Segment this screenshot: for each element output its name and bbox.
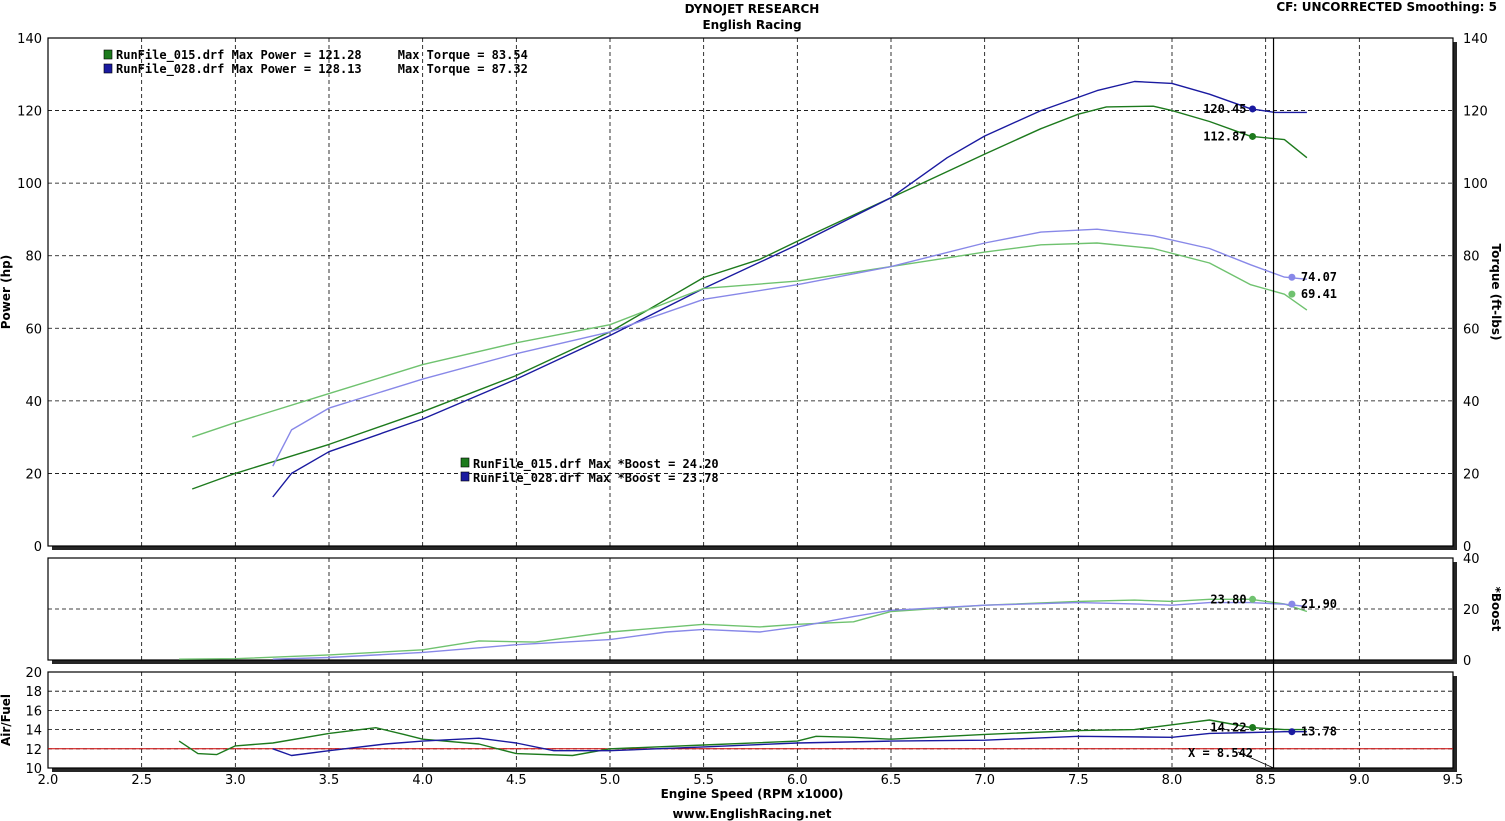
x-tick-label: 8.5 [1255,773,1276,788]
afr-y-tick: 18 [25,685,42,700]
x-tick-label: 2.0 [38,773,59,788]
torque-y-tick: 0 [1463,540,1471,555]
afr-line-run015 [178,719,1307,757]
x-tick-label: 7.0 [974,773,995,788]
boost-y-tick: 40 [1463,552,1480,567]
x-tick-label: 3.5 [319,773,340,788]
power-value-label: 120.45 [1203,102,1246,116]
value-label-layer: 120.45 112.87 74.07 69.41 23.80 21.90 14.22 13.… [1203,102,1337,739]
chart-title: DYNOJET RESEARCH [685,2,820,16]
x-axis-label: Engine Speed (RPM x1000) [661,787,844,801]
power-y-tick: 20 [25,467,42,482]
power-value-marker [1288,290,1296,298]
x-tick-label: 8.0 [1162,773,1183,788]
torque-y-tick: 60 [1463,322,1480,337]
grid-lines [48,38,1453,768]
afr-value-label: 13.78 [1301,725,1337,739]
power-value-marker [1249,132,1257,140]
legend-boost-run015: RunFile_015.drf Max *Boost = 24.20 [473,457,719,472]
x-tick-label: 2.5 [131,773,152,788]
power-y-tick: 80 [25,250,42,265]
power-y-tick: 60 [25,322,42,337]
x-tick-label: 9.0 [1349,773,1370,788]
power-value-label: 74.07 [1301,270,1337,284]
x-tick-label: 3.0 [225,773,246,788]
cursor-readout: X = 8.542 [1188,746,1253,760]
torque-y-tick: 100 [1463,177,1488,192]
torque-axis-label: Torque (ft-lbs) [1489,244,1503,341]
afr-y-tick: 20 [25,666,42,681]
power-value-label: 112.87 [1203,129,1246,143]
x-tick-label: 4.0 [412,773,433,788]
power-legend: RunFile_015.drf Max Power = 121.28 Max T… [103,48,528,77]
afr-value-label: 14.22 [1210,720,1246,734]
torque-y-tick: 140 [1463,32,1488,47]
afr-y-tick: 10 [25,762,42,777]
x-tick-label: 6.5 [881,773,902,788]
torque-y-tick: 40 [1463,395,1480,410]
legend-boost-swatch-run015 [460,457,470,468]
cursor-layer [1237,38,1275,769]
afr-line-run028 [272,731,1307,757]
power-torque-line-run028 [272,228,1307,467]
legend-boost-run028: RunFile_028.drf Max *Boost = 23.78 [473,471,719,486]
boost-line-run028 [272,601,1307,660]
boost-axis-label: *Boost [1489,587,1503,632]
footer-url: www.EnglishRacing.net [673,807,832,821]
power-value-marker [1249,105,1257,113]
power-power-line-run028 [272,80,1307,498]
power-y-tick: 0 [34,540,42,555]
x-tick-label: 5.5 [693,773,714,788]
boost-value-label: 21.90 [1301,597,1337,611]
torque-y-tick: 20 [1463,467,1480,482]
torque-y-tick: 80 [1463,250,1480,265]
power-y-tick: 120 [17,105,42,120]
boost-y-tick: 0 [1463,654,1471,669]
legend-power-run015: RunFile_015.drf Max Power = 121.28 Max T… [116,48,528,63]
legend-power-run028: RunFile_028.drf Max Power = 128.13 Max T… [116,62,528,77]
chart-subtitle: English Racing [702,18,801,32]
x-tick-label: 6.0 [787,773,808,788]
afr-y-tick: 16 [25,704,42,719]
afr-value-marker [1288,728,1296,736]
boost-y-tick: 20 [1463,603,1480,618]
series-layer [178,80,1308,757]
afr-y-tick: 12 [25,743,42,758]
tick-label-layer: 2.0 2.5 3.0 3.5 4.0 4.5 5.0 5.5 6.0 6.5 7.0 7.5 8.0 8… [17,32,1488,788]
x-tick-label: 7.5 [1068,773,1089,788]
cursor-readout-leader [1237,751,1274,769]
x-tick-label: 4.5 [506,773,527,788]
power-value-marker [1288,273,1296,281]
x-tick-label: 9.5 [1443,773,1464,788]
torque-y-tick: 120 [1463,105,1488,120]
legend-swatch-run028 [103,63,113,74]
boost-legend: RunFile_015.drf Max *Boost = 24.20 RunFi… [460,457,719,486]
boost-value-marker [1288,600,1296,608]
legend-boost-swatch-run028 [460,471,470,482]
power-value-label: 69.41 [1301,287,1337,301]
power-y-tick: 40 [25,395,42,410]
afr-axis-label: Air/Fuel [0,694,13,746]
boost-value-marker [1249,595,1257,603]
legend-swatch-run015 [103,49,113,60]
boost-value-label: 23.80 [1210,592,1246,606]
power-y-tick: 100 [17,177,42,192]
afr-value-marker [1249,723,1257,731]
power-axis-label: Power (hp) [0,255,13,329]
correction-readout: CF: UNCORRECTED Smoothing: 5 [1276,0,1497,14]
x-tick-label: 5.0 [600,773,621,788]
power-y-tick: 140 [17,32,42,47]
boost-line-run015 [179,598,1308,660]
afr-panel [47,671,1454,769]
afr-y-tick: 14 [25,724,42,739]
